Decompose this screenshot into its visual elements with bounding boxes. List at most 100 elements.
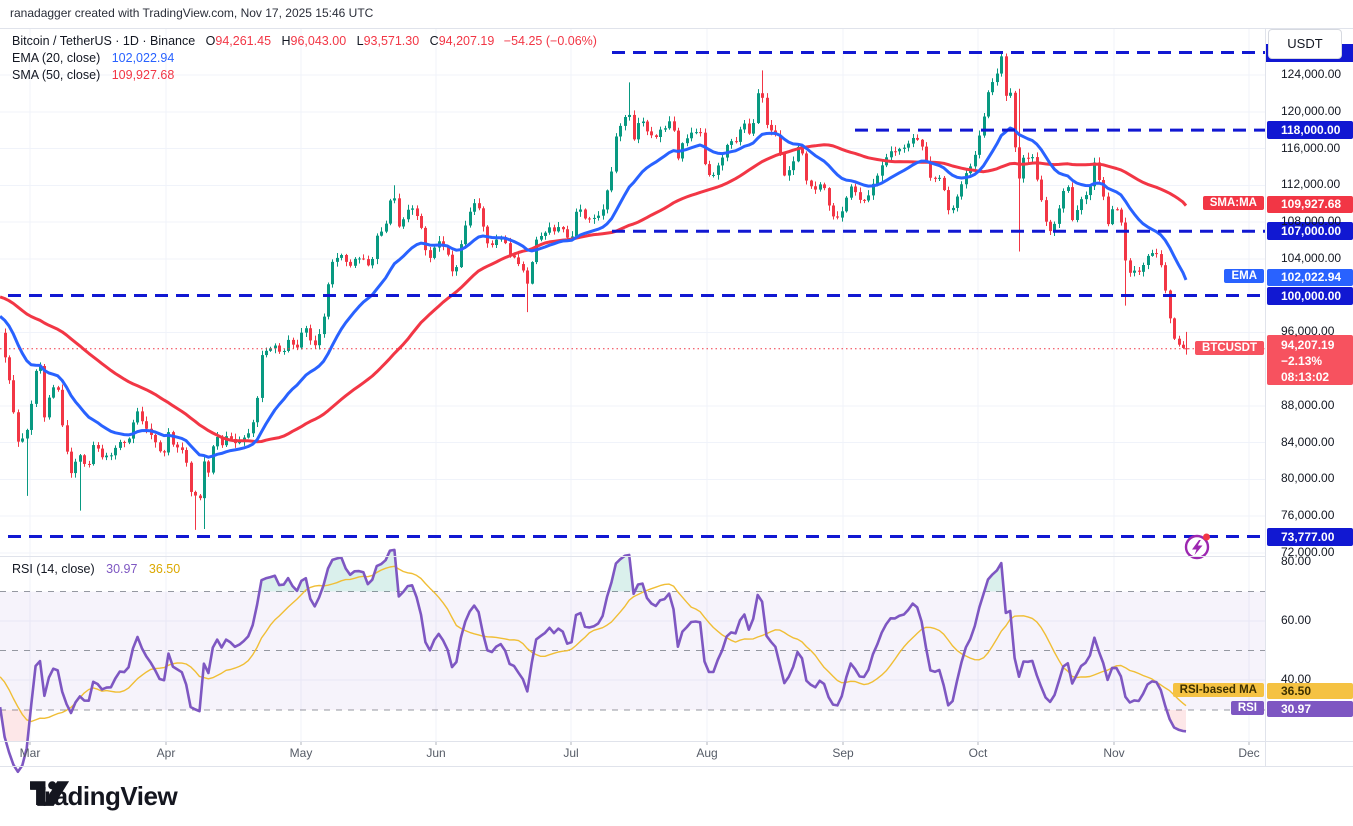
alert-icon[interactable]: [1184, 533, 1210, 560]
candle-body: [8, 357, 11, 381]
candle-body: [12, 380, 15, 413]
candle-body: [628, 114, 631, 118]
candle-body: [74, 461, 77, 474]
candle-body: [141, 411, 144, 422]
candle-body: [455, 267, 458, 272]
candle-body: [119, 441, 122, 448]
candle-body: [203, 461, 206, 499]
candle-body: [292, 339, 295, 345]
candle-body: [1049, 221, 1052, 232]
ema-legend-row[interactable]: EMA (20, close) 102,022.94: [12, 50, 597, 67]
sma-legend-row[interactable]: SMA (50, close) 109,927.68: [12, 67, 597, 84]
price-axis[interactable]: USDT 109,927.68 102,022.94 94,207.19 −2.…: [1266, 28, 1353, 766]
price-tick-label: 80,000.00: [1281, 471, 1335, 486]
price-tick-label: 124,000.00: [1281, 67, 1342, 81]
candle-body: [340, 254, 343, 258]
panel-divider[interactable]: [0, 556, 1265, 557]
candle-body: [128, 438, 131, 443]
candle-body: [912, 137, 915, 144]
candle-body: [247, 433, 250, 438]
candle-body: [30, 403, 33, 430]
candle-body: [509, 243, 512, 256]
candle-body: [265, 350, 268, 356]
candle-body: [207, 461, 210, 473]
ema-label: EMA (20, close): [12, 51, 101, 65]
candle-body: [531, 262, 534, 284]
candle-body: [699, 132, 702, 134]
candle-body: [1185, 348, 1188, 350]
candle-body: [114, 447, 117, 456]
low-value: 93,571.30: [363, 34, 420, 48]
level-price-label: 73,777.00: [1267, 527, 1353, 546]
candle-body: [1045, 200, 1048, 222]
tradingview-logo[interactable]: TradingView: [30, 778, 178, 814]
candle-body: [619, 125, 622, 137]
candle-body: [123, 441, 126, 443]
change-percent: −2.13%: [1281, 354, 1323, 368]
rsi-legend-row[interactable]: RSI (14, close) 30.97 36.50: [12, 562, 180, 576]
candle-body: [287, 339, 290, 351]
candle-body: [1116, 209, 1119, 211]
sma-label: SMA (50, close): [12, 68, 101, 82]
candle-body: [190, 462, 193, 492]
candle-body: [898, 148, 901, 152]
time-tick-label: Mar: [19, 746, 41, 760]
candle-body: [819, 184, 822, 190]
time-axis-border: [0, 741, 1353, 742]
rsi-band: [0, 591, 1265, 710]
candle-body: [1076, 210, 1079, 221]
candle-body: [770, 124, 773, 131]
candle-body: [956, 196, 959, 208]
candle-body: [575, 211, 578, 237]
candle-body: [960, 184, 963, 197]
candle-body: [88, 463, 91, 465]
rsi-tick-label: 40.00: [1281, 672, 1312, 687]
grid-lines: [0, 28, 1265, 745]
candle-body: [739, 129, 742, 142]
candle-body: [1058, 208, 1061, 224]
candle-body: [389, 200, 392, 224]
open-value: 94,261.45: [215, 34, 272, 48]
candle-body: [296, 344, 299, 348]
price-countdown-box: 94,207.19 −2.13% 08:13:02: [1267, 335, 1353, 385]
candle-body: [571, 236, 574, 238]
candle-body: [327, 284, 330, 317]
candle-body: [1027, 157, 1030, 159]
candle-body: [305, 328, 308, 333]
symbol-legend-row[interactable]: Bitcoin / TetherUS · 1D · Binance O94,26…: [12, 33, 597, 50]
candle-body: [797, 146, 800, 162]
rsi-pane: [0, 548, 1265, 774]
currency-button[interactable]: USDT: [1268, 29, 1342, 59]
candle-body: [655, 135, 658, 137]
candle-body: [1009, 92, 1012, 96]
candle-body: [867, 195, 870, 201]
candle-body: [841, 211, 844, 218]
candle-body: [540, 235, 543, 240]
panel-border-top: [0, 28, 1353, 29]
candle-body: [1111, 209, 1114, 225]
candle-body: [1178, 338, 1181, 345]
candle-body: [300, 332, 303, 348]
candle-body: [398, 198, 401, 227]
candle-body: [79, 455, 82, 462]
time-axis[interactable]: Mar Apr May Jun Jul Aug Sep Oct Nov Dec: [0, 741, 1265, 766]
candle-body: [526, 270, 529, 284]
candle-body: [252, 422, 255, 434]
candle-body: [464, 225, 467, 245]
change-value: −54.25 (−0.06%): [503, 34, 597, 48]
candle-body: [553, 227, 556, 232]
candle-body: [517, 257, 520, 265]
candle-body: [934, 177, 937, 179]
time-tick-label: Nov: [1103, 746, 1125, 760]
candle-body: [823, 184, 826, 189]
candle-body: [1164, 265, 1167, 291]
candle-body: [52, 387, 55, 398]
candle-body: [836, 216, 839, 218]
candle-body: [17, 412, 20, 442]
candle-body: [61, 389, 64, 426]
candle-body: [230, 436, 233, 439]
candle-body: [1124, 222, 1127, 261]
candle-body: [39, 366, 42, 371]
candle-body: [664, 128, 667, 130]
